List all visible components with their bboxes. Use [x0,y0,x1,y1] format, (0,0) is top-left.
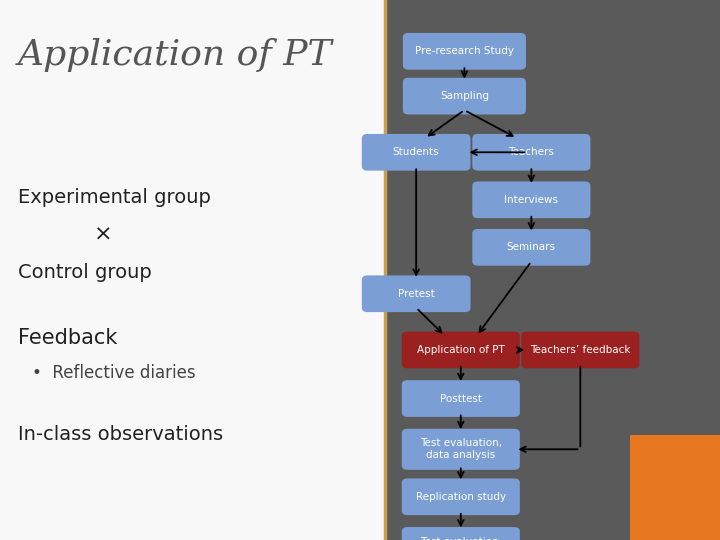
Text: Pretest: Pretest [397,289,435,299]
FancyBboxPatch shape [402,478,520,515]
FancyBboxPatch shape [403,33,526,70]
Text: Application of PT: Application of PT [417,345,505,355]
Bar [385,0,720,540]
Text: Control group: Control group [18,263,152,282]
Text: Experimental group: Experimental group [18,187,211,207]
Text: Sampling: Sampling [440,91,489,101]
Text: Pre-research Study: Pre-research Study [415,46,514,56]
Bar [630,435,720,540]
FancyBboxPatch shape [402,332,520,368]
Text: ×: × [94,225,112,245]
FancyBboxPatch shape [402,527,520,540]
Text: Application of PT: Application of PT [18,38,333,72]
Text: Test evaluation,
data analysis: Test evaluation, data analysis [420,438,502,460]
FancyBboxPatch shape [403,78,526,114]
Text: •  Reflective diaries: • Reflective diaries [32,363,196,382]
Text: Teachers’ feedback: Teachers’ feedback [530,345,631,355]
Text: Posttest: Posttest [440,394,482,403]
Text: Replication study: Replication study [415,492,506,502]
FancyBboxPatch shape [361,275,471,312]
Text: Interviews: Interviews [504,195,559,205]
FancyBboxPatch shape [472,229,590,266]
FancyBboxPatch shape [472,181,590,218]
FancyBboxPatch shape [402,429,520,470]
Bar [0,0,385,540]
FancyBboxPatch shape [472,134,590,171]
FancyBboxPatch shape [521,332,639,368]
Text: Seminars: Seminars [507,242,556,252]
Text: In-class observations: In-class observations [18,425,223,444]
Text: Test evaluation,
data analysis: Test evaluation, data analysis [420,537,502,540]
FancyBboxPatch shape [361,134,471,171]
Text: Feedback: Feedback [18,327,117,348]
Text: Teachers: Teachers [508,147,554,157]
Text: Students: Students [393,147,439,157]
FancyBboxPatch shape [402,380,520,417]
